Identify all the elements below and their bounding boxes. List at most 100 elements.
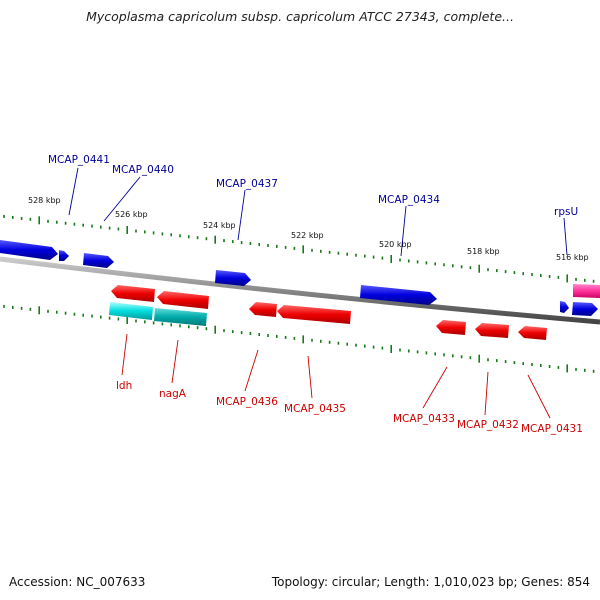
minor-tick	[355, 343, 357, 347]
gene-label-naga[interactable]: nagA	[159, 388, 187, 400]
minor-tick	[364, 254, 366, 258]
minor-tick	[223, 239, 225, 243]
minor-tick	[267, 244, 269, 247]
major-tick	[302, 245, 304, 254]
gene-label-mcap-0431[interactable]: MCAP_0431	[521, 423, 583, 435]
minor-tick	[548, 365, 551, 368]
gene-forward[interactable]	[360, 285, 437, 305]
gene-label-mcap-0432[interactable]: MCAP_0432	[457, 419, 519, 431]
gene-forward[interactable]	[59, 250, 69, 261]
minor-tick	[82, 223, 84, 227]
minor-tick	[12, 305, 14, 309]
minor-tick	[522, 272, 524, 276]
minor-tick	[249, 332, 252, 335]
minor-tick	[161, 232, 164, 236]
minor-tick	[205, 237, 208, 241]
minor-tick	[240, 331, 243, 335]
gene-forward[interactable]	[215, 270, 251, 286]
gene-forward[interactable]	[83, 253, 114, 268]
minor-tick	[100, 315, 102, 319]
minor-tick	[592, 369, 595, 373]
gene-forward[interactable]	[560, 301, 569, 313]
gene-label-mcap-0437[interactable]: MCAP_0437	[216, 178, 278, 190]
gene-forward[interactable]	[572, 302, 598, 316]
minor-tick	[64, 311, 67, 315]
major-tick	[126, 226, 128, 234]
gene-reverse[interactable]	[111, 285, 155, 302]
gene-label-mcap-0440[interactable]: MCAP_0440	[112, 164, 174, 176]
minor-tick	[443, 263, 445, 267]
scale-label-528: 528 kbp	[28, 196, 61, 205]
gene-reverse[interactable]	[436, 320, 466, 335]
minor-tick	[575, 367, 577, 371]
major-tick	[38, 216, 40, 225]
minor-tick	[399, 258, 401, 262]
gene-reverse[interactable]	[475, 323, 509, 338]
scale-label-522: 522 kbp	[291, 231, 324, 240]
minor-tick	[293, 246, 296, 250]
minor-tick	[337, 341, 340, 345]
minor-tick	[320, 339, 322, 343]
major-tick	[390, 345, 392, 353]
gene-forward[interactable]	[0, 240, 58, 260]
minor-tick	[82, 313, 84, 317]
minor-tick	[328, 340, 331, 344]
minor-tick	[487, 358, 489, 362]
minor-tick	[276, 244, 278, 248]
minor-tick	[592, 279, 595, 283]
scale-label-524: 524 kbp	[203, 221, 236, 230]
gene-reverse[interactable]	[518, 326, 547, 340]
gene-reverse-cyan[interactable]	[154, 308, 207, 326]
minor-tick	[328, 250, 331, 254]
minor-tick	[460, 355, 463, 359]
minor-tick	[408, 259, 410, 263]
minor-tick	[452, 264, 454, 268]
gene-reverse-cyan[interactable]	[109, 302, 153, 320]
major-tick	[566, 364, 568, 373]
minor-tick	[399, 348, 401, 352]
minor-tick	[249, 242, 252, 245]
accession-text: Accession: NC_007633	[9, 575, 146, 589]
minor-tick	[372, 345, 375, 349]
gene-highlight[interactable]	[573, 284, 600, 298]
major-tick	[390, 255, 392, 263]
gene-label-mcap-0434[interactable]: MCAP_0434	[378, 194, 440, 206]
gene-label-mcap-0441[interactable]: MCAP_0441	[48, 154, 110, 166]
minor-tick	[443, 353, 445, 357]
minor-tick	[469, 266, 472, 270]
minor-tick	[381, 256, 384, 260]
minor-tick	[161, 322, 164, 326]
minor-tick	[346, 252, 348, 256]
gene-label-mcap-0435[interactable]: MCAP_0435	[284, 403, 346, 415]
minor-tick	[540, 274, 542, 277]
minor-tick	[47, 309, 49, 313]
gene-label-rpsu[interactable]: rpsU	[554, 206, 578, 218]
minor-tick	[64, 221, 67, 225]
major-tick	[214, 325, 216, 334]
minor-tick	[232, 240, 234, 244]
genome-backbone	[0, 256, 600, 325]
minor-tick	[223, 329, 225, 333]
gene-reverse[interactable]	[249, 302, 277, 317]
gene-reverse[interactable]	[277, 305, 351, 324]
gene-label-mcap-0436[interactable]: MCAP_0436	[216, 396, 278, 408]
forward-leader-lines	[68, 167, 568, 257]
minor-tick	[548, 275, 551, 278]
gene-label-mcap-0433[interactable]: MCAP_0433	[393, 413, 455, 425]
minor-tick	[196, 326, 199, 330]
gene-label-ldh[interactable]: ldh	[116, 380, 132, 392]
major-tick	[478, 354, 480, 363]
minor-tick	[522, 362, 524, 366]
major-tick	[302, 335, 304, 344]
minor-tick	[135, 229, 137, 233]
minor-tick	[144, 320, 146, 324]
minor-tick	[531, 273, 533, 276]
minor-tick	[258, 333, 260, 336]
gene-reverse[interactable]	[157, 291, 209, 309]
minor-tick	[108, 316, 111, 320]
minor-tick	[152, 231, 155, 235]
minor-tick	[47, 219, 49, 223]
minor-tick	[531, 363, 533, 366]
minor-tick	[20, 216, 23, 220]
